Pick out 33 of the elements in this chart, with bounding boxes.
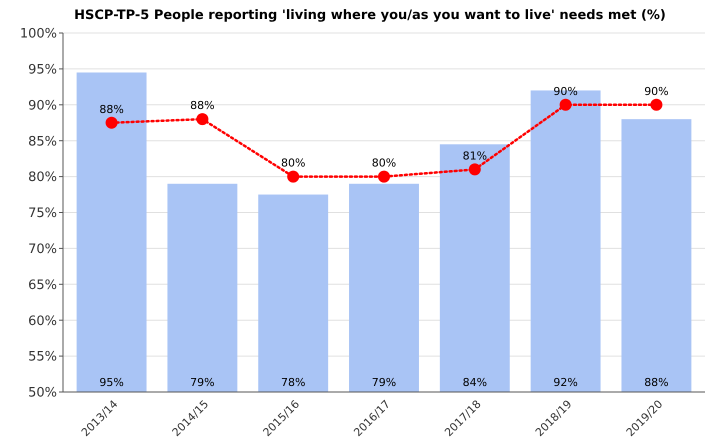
point [196, 113, 208, 126]
point [287, 170, 300, 183]
data-label: 84% [462, 376, 488, 389]
y-tick-label: 100% [20, 26, 57, 42]
data-label: 92% [553, 376, 578, 389]
data-label: 95% [99, 376, 124, 389]
y-tick-label: 70% [28, 242, 57, 257]
y-tick-label: 80% [28, 170, 57, 186]
data-label: 79% [372, 376, 396, 389]
y-tick-label: 50% [28, 386, 57, 401]
y-tick-label: 95% [28, 62, 57, 78]
y-tick-label: 65% [28, 278, 57, 293]
y-tick-label: 60% [28, 314, 57, 329]
point [106, 116, 118, 129]
y-tick-label: 75% [28, 206, 57, 222]
y-tick-label: 90% [28, 98, 57, 114]
data-label: 80% [372, 156, 396, 170]
data-label: 80% [280, 156, 306, 170]
point [650, 98, 662, 111]
chart-title: HSCP-TP-5 People reporting 'living where you/as you want to live' needs met (%) [74, 8, 666, 23]
data-label: 81% [462, 149, 488, 162]
point [560, 98, 572, 111]
data-label: 79% [190, 376, 215, 389]
data-label: 90% [553, 84, 578, 98]
data-label: 88% [99, 102, 124, 116]
data-label: 78% [280, 376, 306, 389]
y-tick-label: 85% [28, 134, 57, 150]
y-tick-label: 55% [28, 350, 57, 365]
data-label: 90% [644, 84, 669, 98]
data-label: 88% [190, 99, 215, 112]
point [378, 170, 390, 183]
point [468, 163, 481, 176]
data-label: 88% [644, 376, 669, 389]
